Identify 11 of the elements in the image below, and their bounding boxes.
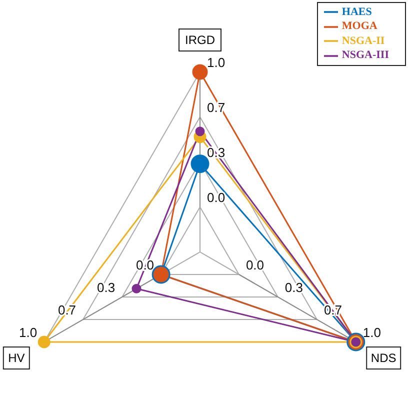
text: 0.0 <box>207 190 226 206</box>
legend-label: MOGA <box>342 20 378 32</box>
spoke-label: HV <box>8 351 25 365</box>
text: 1.0 <box>207 55 226 70</box>
spoke-label: NDS <box>370 351 396 365</box>
legend-label: NSGA-III <box>342 49 389 62</box>
text: 1.0 <box>19 325 38 340</box>
legend-label: HAES <box>342 6 372 18</box>
text: 0.3 <box>284 280 303 295</box>
legend-label: NSGA-II <box>342 34 385 47</box>
spoke-label: IRGD <box>185 33 216 47</box>
